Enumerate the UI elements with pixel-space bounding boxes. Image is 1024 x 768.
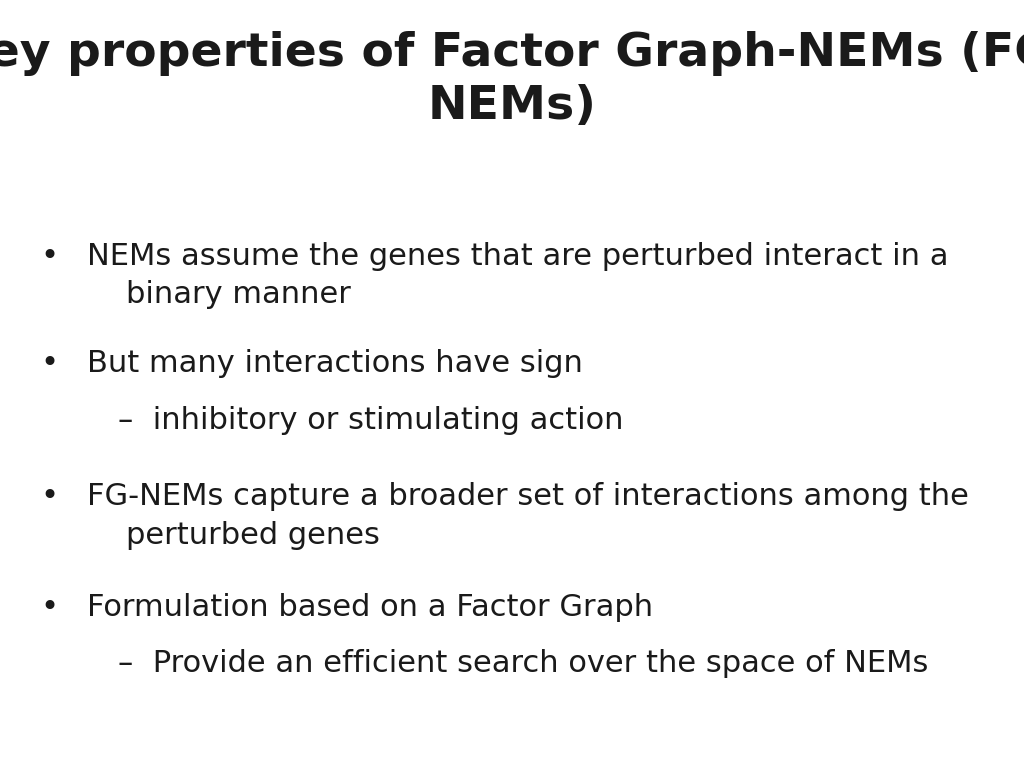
Text: FG-NEMs capture a broader set of interactions among the
    perturbed genes: FG-NEMs capture a broader set of interac… [87, 482, 969, 550]
Text: Formulation based on a Factor Graph: Formulation based on a Factor Graph [87, 593, 653, 622]
Text: –  Provide an efficient search over the space of NEMs: – Provide an efficient search over the s… [118, 649, 928, 678]
Text: •: • [40, 593, 58, 622]
Text: NEMs assume the genes that are perturbed interact in a
    binary manner: NEMs assume the genes that are perturbed… [87, 242, 948, 309]
Text: •: • [40, 482, 58, 511]
Text: But many interactions have sign: But many interactions have sign [87, 349, 583, 379]
Text: •: • [40, 349, 58, 379]
Text: Key properties of Factor Graph-NEMs (FG-
NEMs): Key properties of Factor Graph-NEMs (FG-… [0, 31, 1024, 130]
Text: –  inhibitory or stimulating action: – inhibitory or stimulating action [118, 406, 624, 435]
Text: •: • [40, 242, 58, 271]
